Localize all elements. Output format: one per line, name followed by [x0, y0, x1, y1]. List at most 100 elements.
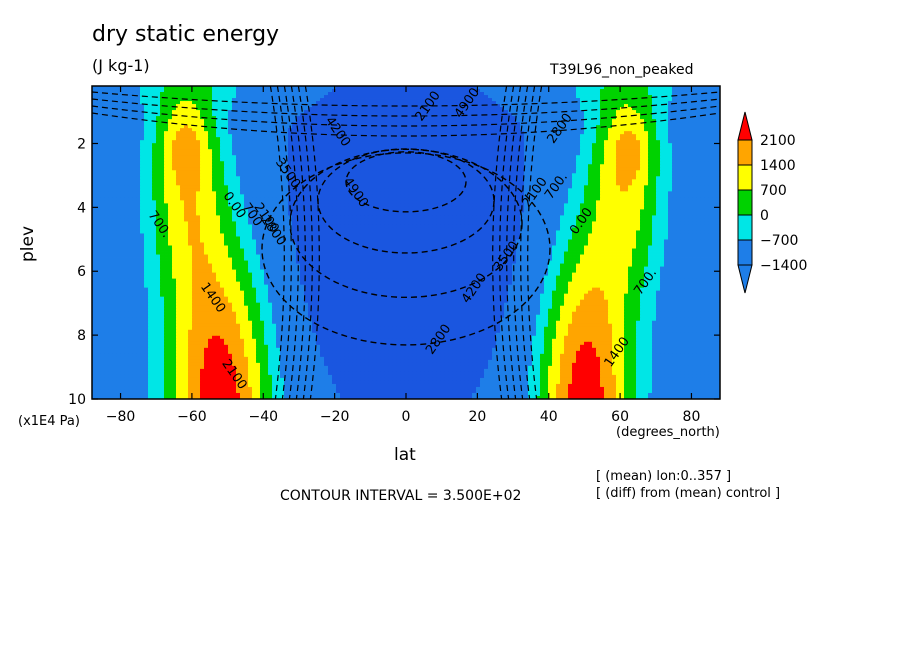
field-cell — [636, 128, 640, 131]
field-cell — [228, 146, 232, 149]
field-cell — [224, 131, 228, 134]
field-cell — [488, 140, 492, 143]
field-cell — [132, 125, 136, 128]
field-cell — [168, 173, 172, 176]
field-cell — [176, 140, 180, 143]
field-cell — [540, 104, 544, 107]
field-cell — [144, 122, 148, 125]
field-cell — [576, 89, 580, 92]
field-cell — [700, 119, 704, 122]
field-cell — [672, 158, 676, 161]
field-cell — [704, 158, 708, 161]
field-cell — [180, 140, 184, 143]
field-cell — [236, 149, 240, 152]
field-cell — [656, 134, 660, 137]
field-cell — [244, 116, 248, 119]
field-cell — [404, 176, 408, 179]
field-cell — [668, 137, 672, 140]
field-cell — [148, 164, 152, 167]
field-cell — [680, 146, 684, 149]
field-cell — [608, 128, 612, 131]
field-cell — [392, 143, 396, 146]
field-cell — [408, 116, 412, 119]
field-cell — [664, 149, 668, 152]
field-cell — [388, 155, 392, 158]
field-cell — [432, 137, 436, 140]
field-cell — [256, 140, 260, 143]
field-cell — [612, 101, 616, 104]
field-cell — [560, 158, 564, 161]
field-cell — [708, 101, 712, 104]
field-cell — [408, 95, 412, 98]
field-cell — [344, 167, 348, 170]
field-cell — [316, 116, 320, 119]
field-cell — [316, 89, 320, 92]
field-cell — [148, 170, 152, 173]
field-cell — [616, 137, 620, 140]
field-cell — [180, 137, 184, 140]
field-cell — [588, 152, 592, 155]
field-cell — [704, 110, 708, 113]
field-cell — [176, 164, 180, 167]
field-cell — [100, 89, 104, 92]
field-cell — [144, 143, 148, 146]
field-cell — [200, 92, 204, 95]
field-cell — [444, 122, 448, 125]
field-cell — [664, 134, 668, 137]
field-cell — [592, 158, 596, 161]
field-cell — [408, 176, 412, 179]
field-cell — [672, 152, 676, 155]
field-cell — [400, 131, 404, 134]
field-cell — [308, 143, 312, 146]
field-cell — [696, 161, 700, 164]
field-cell — [712, 149, 716, 152]
field-cell — [240, 179, 244, 182]
field-cell — [588, 155, 592, 158]
field-cell — [604, 149, 608, 152]
field-cell — [524, 155, 528, 158]
field-cell — [396, 101, 400, 104]
field-cell — [228, 95, 232, 98]
field-cell — [156, 179, 160, 182]
field-cell — [628, 116, 632, 119]
field-cell — [644, 89, 648, 92]
field-cell — [376, 146, 380, 149]
field-cell — [128, 95, 132, 98]
field-cell — [164, 131, 168, 134]
field-cell — [224, 146, 228, 149]
field-cell — [244, 131, 248, 134]
field-cell — [240, 167, 244, 170]
field-cell — [640, 92, 644, 95]
field-cell — [576, 137, 580, 140]
field-cell — [200, 155, 204, 158]
field-cell — [108, 89, 112, 92]
field-cell — [296, 92, 300, 95]
field-cell — [320, 101, 324, 104]
field-cell — [140, 137, 144, 140]
field-cell — [168, 119, 172, 122]
field-cell — [108, 113, 112, 116]
field-cell — [712, 164, 716, 167]
field-cell — [688, 119, 692, 122]
field-cell — [704, 173, 708, 176]
field-cell — [704, 131, 708, 134]
field-cell — [628, 101, 632, 104]
field-cell — [260, 134, 264, 137]
field-cell — [312, 143, 316, 146]
field-cell — [152, 101, 156, 104]
field-cell — [268, 98, 272, 101]
field-cell — [272, 179, 276, 182]
field-cell — [164, 110, 168, 113]
field-cell — [440, 101, 444, 104]
field-cell — [236, 134, 240, 137]
field-cell — [132, 122, 136, 125]
field-cell — [588, 89, 592, 92]
field-cell — [424, 128, 428, 131]
field-cell — [108, 95, 112, 98]
field-cell — [340, 164, 344, 167]
field-cell — [136, 143, 140, 146]
field-cell — [216, 89, 220, 92]
field-cell — [488, 110, 492, 113]
field-cell — [472, 119, 476, 122]
field-cell — [388, 101, 392, 104]
